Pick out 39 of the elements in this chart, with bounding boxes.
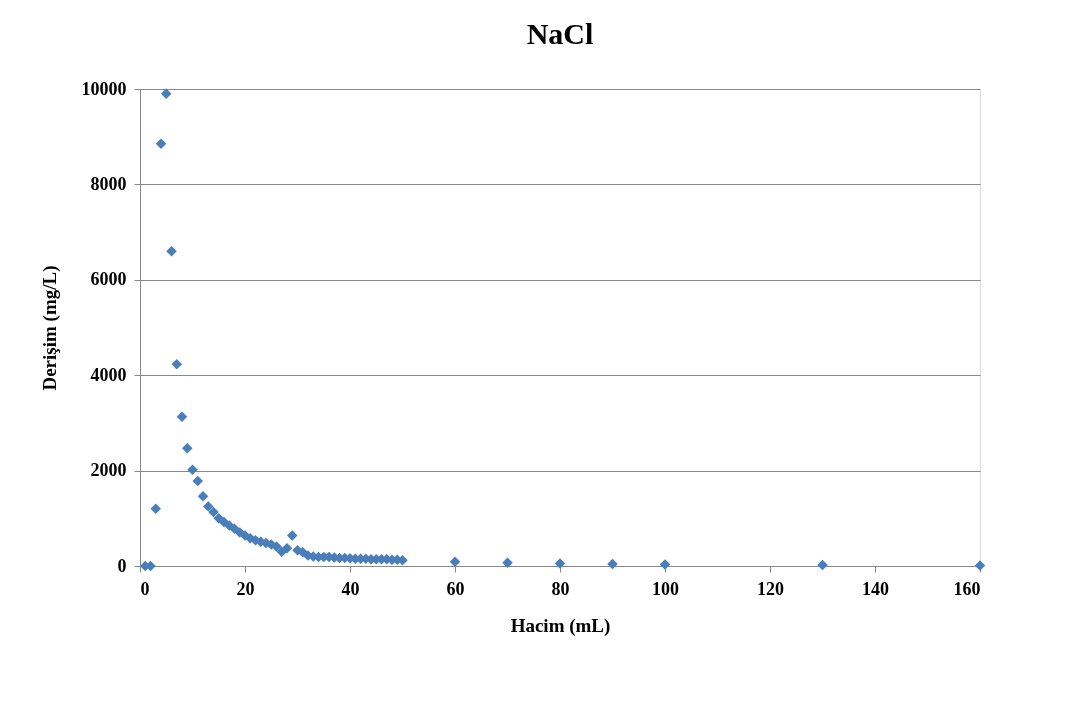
point: [659, 559, 671, 570]
point: [554, 558, 566, 569]
y-axis-title: Derişim (mg/L): [38, 265, 61, 391]
y-tick-label: 4000: [90, 364, 127, 385]
point: [150, 503, 161, 514]
point: [192, 475, 203, 487]
y-tick-label: 10000: [81, 78, 127, 99]
point: [171, 358, 182, 370]
x-tick-label: 160: [953, 578, 981, 599]
point: [974, 560, 986, 571]
x-tick-label: 0: [140, 578, 150, 599]
x-tick-label: 140: [862, 578, 889, 599]
point: [817, 559, 828, 571]
point: [155, 138, 167, 150]
point: [166, 245, 177, 257]
point: [187, 464, 198, 475]
point: [502, 557, 513, 568]
x-tick-label: 20: [236, 578, 255, 599]
x-tick-label: 40: [341, 578, 360, 599]
point: [197, 491, 209, 502]
point: [607, 558, 618, 570]
point: [203, 501, 214, 512]
y-tick-label: 6000: [90, 269, 127, 290]
x-tick-label: 80: [551, 578, 570, 599]
x-tick-label: 100: [652, 578, 679, 599]
y-tick-label: 8000: [90, 173, 127, 194]
x-tick-label: 120: [757, 578, 784, 599]
point: [281, 543, 293, 554]
y-tick-label: 0: [117, 555, 127, 576]
chart-title: NaCl: [526, 17, 594, 50]
point: [287, 530, 298, 541]
point: [176, 411, 188, 422]
y-tick-label: 2000: [90, 460, 127, 481]
point: [161, 88, 172, 100]
x-tick-label: 60: [446, 578, 465, 599]
x-axis-title: Hacim (mL): [510, 614, 611, 637]
point: [449, 556, 461, 567]
point: [208, 506, 219, 518]
point: [182, 442, 193, 454]
